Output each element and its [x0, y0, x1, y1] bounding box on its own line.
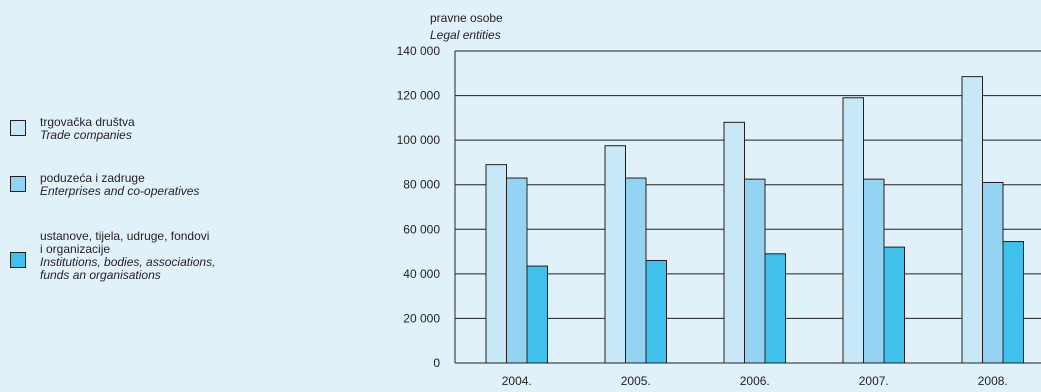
- bar-institutions-2004: [526, 265, 548, 364]
- legend: trgovačka društva Trade companies poduze…: [0, 0, 300, 392]
- legend-label-en: Enterprises and co-operatives: [40, 184, 200, 198]
- legend-item-institutions: ustanove, tijela, udruge, fondovi i orga…: [10, 230, 215, 282]
- legend-swatch-institutions: [10, 252, 26, 268]
- y-tick-label: 80 000: [403, 178, 440, 192]
- y-tick-label: 20 000: [403, 311, 440, 325]
- y-axis-title: pravne osobe: [430, 11, 503, 25]
- legend-label-en-line2: funds an organisations: [40, 268, 161, 282]
- y-tick-label: 0: [433, 356, 440, 370]
- legend-label-hr-line2: i organizacije: [40, 242, 111, 256]
- bar-enterprises-2008: [982, 181, 1004, 364]
- x-tick-label: 2007.: [859, 374, 889, 388]
- y-axis-title-en: Legal entities: [430, 28, 501, 42]
- bar-enterprises-2006: [744, 178, 766, 364]
- bar-trade-companies-2008: [961, 76, 983, 364]
- bar-institutions-2008: [1002, 241, 1024, 364]
- legend-swatch-trade-companies: [10, 120, 26, 136]
- bar-trade-companies-2004: [485, 164, 507, 364]
- x-tick-label: 2008.: [978, 374, 1008, 388]
- legend-label-hr-line1: ustanove, tijela, udruge, fondovi: [40, 229, 210, 243]
- y-tick-label: 100 000: [397, 133, 441, 147]
- x-tick-label: 2005.: [621, 374, 651, 388]
- y-tick-label: 120 000: [397, 89, 441, 103]
- bar-trade-companies-2006: [723, 121, 745, 364]
- x-tick-label: 2006.: [740, 374, 770, 388]
- bar-trade-companies-2007: [842, 97, 864, 364]
- legend-item-enterprises: poduzeća i zadruge Enterprises and co-op…: [10, 172, 199, 198]
- x-tick-label: 2004.: [502, 374, 532, 388]
- y-tick-label: 40 000: [403, 267, 440, 281]
- legend-label-hr: poduzeća i zadruge: [40, 171, 145, 185]
- y-tick-label: 140 000: [397, 44, 441, 58]
- y-tick-label: 60 000: [403, 222, 440, 236]
- legend-item-trade-companies: trgovačka društva Trade companies: [10, 116, 135, 142]
- bar-institutions-2005: [645, 259, 667, 364]
- bar-enterprises-2005: [625, 177, 647, 364]
- bar-trade-companies-2005: [604, 145, 626, 364]
- legend-label-hr: trgovačka društva: [40, 115, 135, 129]
- bar-enterprises-2007: [863, 178, 885, 364]
- legend-label-en-line1: Institutions, bodies, associations,: [40, 255, 216, 269]
- legend-label-en: Trade companies: [40, 128, 132, 142]
- bar-institutions-2007: [883, 246, 905, 364]
- bar-enterprises-2004: [506, 177, 528, 364]
- bar-institutions-2006: [764, 253, 786, 364]
- legend-swatch-enterprises: [10, 176, 26, 192]
